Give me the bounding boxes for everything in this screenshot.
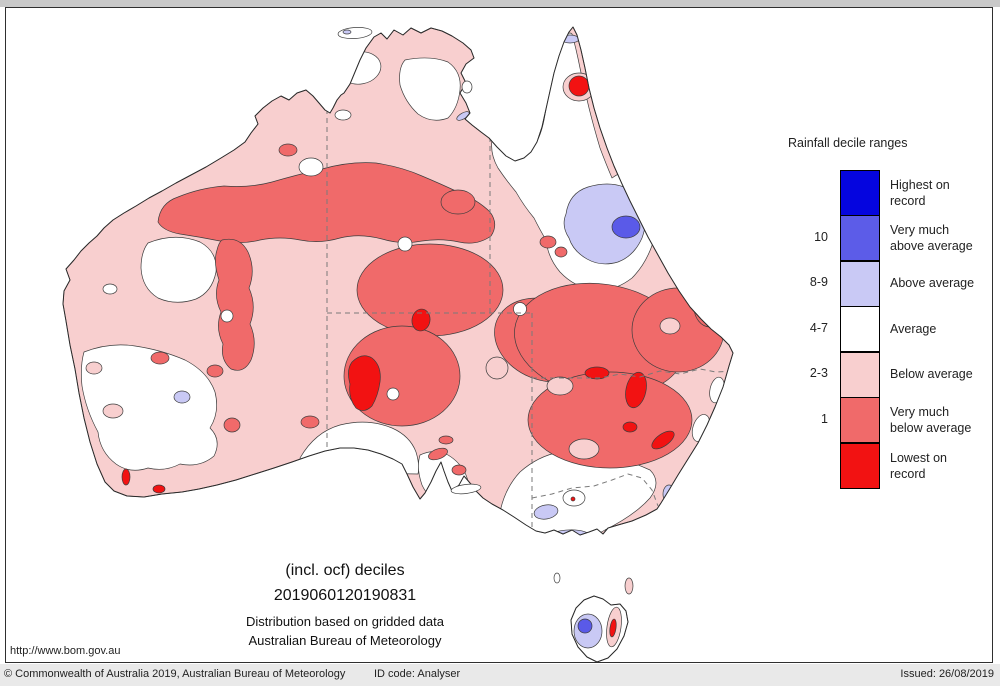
legend-swatch-above — [840, 261, 880, 307]
islands — [337, 27, 634, 595]
legend-label-very-much-above: Very much above average — [890, 223, 973, 253]
legend-swatch-lowest — [840, 443, 880, 489]
coastline — [62, 26, 734, 663]
legend-swatch-highest — [840, 170, 880, 216]
legend-swatch-below — [840, 352, 880, 398]
legend-decile-2-3: 2-3 — [809, 366, 828, 380]
melville-island — [337, 27, 373, 39]
legend-swatch-average — [840, 306, 880, 352]
legend-label-very-much-below: Very much below average — [890, 405, 972, 435]
footer-copyright: © Commonwealth of Australia 2019, Austra… — [4, 668, 346, 680]
caption-period: 2019060120190831 — [273, 587, 417, 604]
kangaroo-island — [450, 483, 482, 495]
legend-label-above: Above average — [890, 276, 975, 290]
legend-label-lowest: Lowest on record — [890, 451, 947, 481]
footer-issued-date: Issued: 26/08/2019 — [900, 668, 994, 680]
caption-deciles: (incl. ocf) deciles — [285, 562, 405, 579]
groote-eylandt — [461, 80, 473, 94]
legend-decile-4-7: 4-7 — [809, 321, 828, 335]
footer-id-code: ID code: Analyser — [374, 668, 461, 680]
legend-label-below: Below average — [890, 367, 973, 381]
caption-agency: Australian Bureau of Meteorology — [248, 633, 442, 648]
legend-swatch-very-much-above — [840, 215, 880, 261]
legend-title: Rainfall decile ranges — [788, 136, 908, 150]
legend-swatch-very-much-below — [840, 397, 880, 443]
state-borders — [326, 100, 733, 527]
king-island — [553, 572, 561, 584]
top-gray-bar — [0, 0, 1000, 7]
caption-distribution: Distribution based on gridded data — [245, 614, 445, 629]
legend-label-average: Average — [890, 322, 937, 336]
legend-decile-8-9: 8-9 — [809, 275, 828, 289]
legend-label-highest: Highest on record — [890, 178, 950, 208]
bom-url: http://www.bom.gov.au — [10, 645, 121, 657]
decile-layer-lowest — [121, 75, 675, 638]
flinders-island — [624, 577, 634, 595]
legend-decile-10: 10 — [814, 230, 828, 244]
legend-decile-1: 1 — [821, 412, 828, 426]
footer-bar: © Commonwealth of Australia 2019, Austra… — [0, 664, 1000, 686]
